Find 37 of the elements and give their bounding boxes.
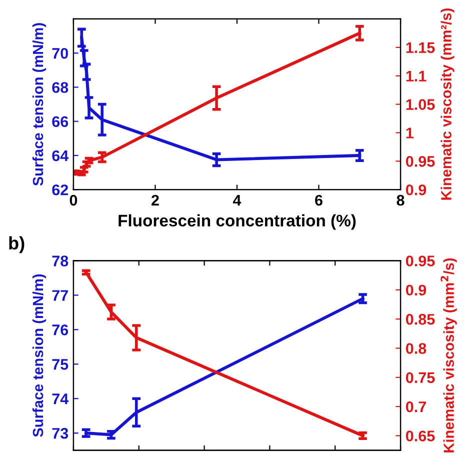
line-series xyxy=(84,270,364,438)
y-tick-label: 66 xyxy=(52,116,68,128)
y-axis-title: Surface tension (mN/m) xyxy=(32,23,46,186)
x-tick-label: 4 xyxy=(232,195,242,206)
y-tick-label: 74 xyxy=(52,394,69,404)
y-tick-label: 70 xyxy=(52,48,68,59)
y-tick-label: 64 xyxy=(52,150,69,162)
x-tick-label: 0 xyxy=(70,194,78,206)
y-tick-label: 68 xyxy=(52,82,68,93)
x-tick-label: 6 xyxy=(315,194,322,206)
y2-tick-label: 1.1 xyxy=(406,70,426,82)
x-axis-title: Fluorescein concentration (%) xyxy=(118,214,356,230)
y2-tick-label: 0.8 xyxy=(406,343,426,354)
y2-tick-label: 1.15 xyxy=(406,42,435,54)
text: b) xyxy=(9,236,24,254)
y2-tick-label: 0.95 xyxy=(406,256,435,266)
y2-tick-label: 0.7 xyxy=(406,401,426,412)
y-tick-label: 62 xyxy=(52,184,68,196)
y-tick-label: 78 xyxy=(52,256,68,266)
y2-tick-label: 1 xyxy=(406,128,414,138)
y-tick-label: 75 xyxy=(52,359,68,370)
y2-tick-label: 0.9 xyxy=(406,184,426,196)
line-series xyxy=(84,297,364,436)
y2-tick-label: 0.85 xyxy=(406,314,435,325)
y2-axis-title: Kinematic viscosity (mm$^{2}$/s) xyxy=(440,258,457,452)
y-axis-title: Surface tension (mN/m) xyxy=(32,274,46,437)
y2-axis-title: Kinematic viscosity (mm²/s) xyxy=(440,8,454,200)
y-tick-label: 73 xyxy=(52,428,68,439)
y-tick-label: 77 xyxy=(52,290,68,301)
y2-tick-label: 0.9 xyxy=(406,284,426,296)
x-tick-label: 2 xyxy=(152,194,159,206)
y2-tick-label: 1.05 xyxy=(406,99,435,110)
y2-tick-label: 0.65 xyxy=(406,430,435,442)
y2-tick-label: 0.95 xyxy=(406,156,435,167)
y-tick-label: 76 xyxy=(52,324,68,336)
y2-tick-label: 0.75 xyxy=(406,372,435,384)
x-tick-label: 8 xyxy=(396,194,404,206)
